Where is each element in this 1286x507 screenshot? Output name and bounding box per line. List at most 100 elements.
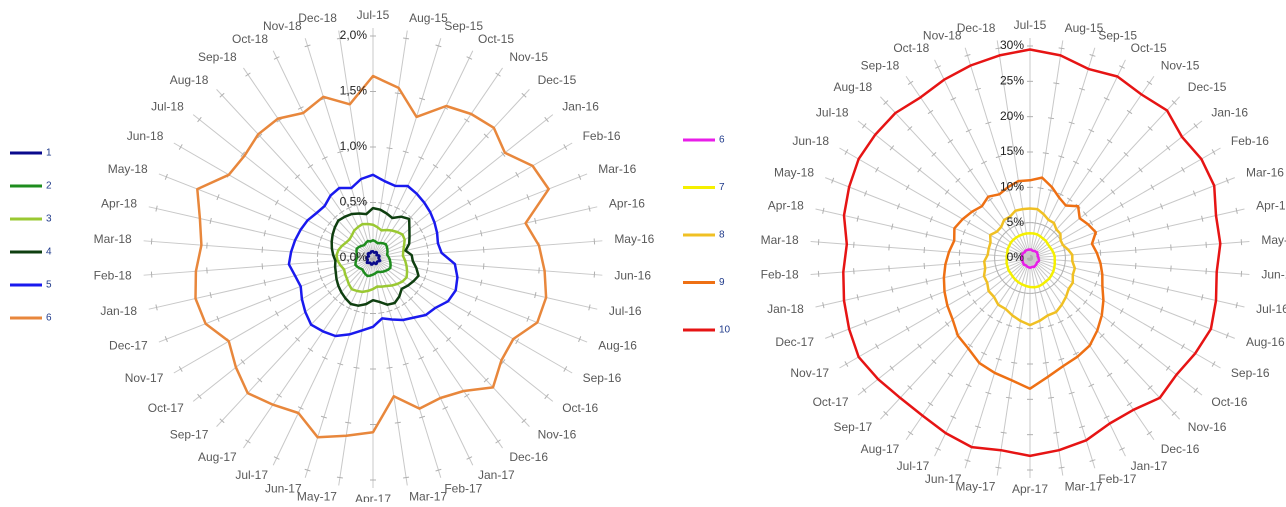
tick-mark <box>264 280 265 286</box>
tick-mark <box>433 165 438 168</box>
tick-mark <box>339 302 344 305</box>
y-tick-label: 25% <box>1000 74 1024 88</box>
tick-mark <box>1167 287 1168 293</box>
tick-mark <box>1043 362 1049 363</box>
tick-mark <box>1098 271 1099 277</box>
tick-mark <box>968 169 973 172</box>
tick-mark <box>1047 286 1052 289</box>
tick-mark <box>496 73 501 76</box>
category-label: Nov-15 <box>509 50 548 64</box>
tick-mark <box>988 315 993 318</box>
tick-mark <box>1017 327 1023 328</box>
tick-mark <box>1107 373 1112 376</box>
tick-mark <box>960 239 961 245</box>
tick-mark <box>823 302 824 308</box>
category-label: Aug-18 <box>833 80 872 94</box>
tick-mark <box>516 339 519 344</box>
tick-mark <box>1212 361 1215 366</box>
tick-mark <box>275 200 278 205</box>
tick-mark <box>857 216 858 222</box>
tick-mark <box>275 311 278 316</box>
tick-mark <box>378 203 384 204</box>
category-label: Mar-17 <box>409 489 447 502</box>
tick-mark <box>156 206 157 212</box>
tick-mark <box>516 172 519 177</box>
tick-mark <box>323 283 326 288</box>
category-label: Sep-15 <box>444 19 483 33</box>
tick-mark <box>589 304 590 310</box>
tick-mark <box>998 273 1001 278</box>
tick-mark <box>1038 188 1044 189</box>
tick-mark <box>403 38 409 39</box>
tick-mark <box>1053 83 1059 84</box>
tick-mark <box>387 148 393 149</box>
tick-mark <box>1236 208 1237 214</box>
category-label: Jun-16 <box>614 268 651 282</box>
category-label: Mar-16 <box>1246 165 1284 179</box>
tick-mark <box>395 93 401 94</box>
category-label: Aug-16 <box>1246 335 1285 349</box>
tick-mark <box>845 361 848 366</box>
category-label: Apr-17 <box>1012 482 1048 496</box>
spoke <box>880 258 1030 419</box>
tick-mark <box>481 280 482 286</box>
tick-mark <box>387 367 393 368</box>
category-label: Aug-15 <box>409 11 448 25</box>
tick-mark <box>1067 315 1072 318</box>
category-label: Feb-16 <box>583 129 621 143</box>
category-label: Jan-16 <box>1211 106 1248 120</box>
category-label: Jan-18 <box>100 304 137 318</box>
category-label: Mar-16 <box>598 162 636 176</box>
spoke <box>1030 40 1063 258</box>
tick-mark <box>968 344 973 347</box>
tick-mark <box>1127 402 1132 405</box>
tick-mark <box>1001 432 1007 433</box>
tick-mark <box>1212 149 1215 154</box>
category-label: Oct-15 <box>478 32 514 46</box>
category-label: Mar-18 <box>761 233 799 247</box>
spoke <box>1030 258 1063 476</box>
tick-mark <box>403 477 409 478</box>
category-label: Oct-17 <box>148 401 184 415</box>
category-label: Feb-17 <box>1098 472 1136 486</box>
tick-mark <box>468 311 471 316</box>
category-label: Sep-18 <box>198 50 237 64</box>
tick-mark <box>1022 292 1028 293</box>
y-tick-label: 1,5% <box>340 84 368 98</box>
tick-mark <box>378 312 384 313</box>
category-label: Dec-17 <box>775 335 814 349</box>
spoke <box>906 76 1030 258</box>
category-label: Jun-17 <box>265 481 302 495</box>
tick-mark <box>937 202 940 207</box>
tick-mark <box>948 140 953 143</box>
tick-mark <box>1064 263 1065 269</box>
tick-mark <box>892 287 893 293</box>
tick-mark <box>426 267 427 273</box>
category-label: Oct-18 <box>893 41 929 55</box>
category-label: Apr-18 <box>101 196 137 210</box>
legend-label: 1 <box>46 148 52 159</box>
category-label: Jun-18 <box>792 134 829 148</box>
y-tick-label: 2,0% <box>340 28 368 42</box>
category-label: Sep-17 <box>170 428 209 442</box>
tick-mark <box>210 292 211 298</box>
spoke <box>193 115 373 258</box>
category-label: May-18 <box>108 162 148 176</box>
tick-mark <box>876 167 879 172</box>
spoke <box>373 258 407 485</box>
tick-mark <box>318 267 319 273</box>
category-label: Jun-16 <box>1261 268 1286 282</box>
category-label: Aug-17 <box>861 442 900 456</box>
tick-mark <box>1006 397 1012 398</box>
tick-mark <box>1151 326 1154 331</box>
category-label: Jul-18 <box>816 106 849 120</box>
tick-mark <box>395 422 401 423</box>
tick-mark <box>245 73 250 76</box>
category-label: Jan-17 <box>478 468 515 482</box>
tick-mark <box>1147 81 1152 84</box>
tick-mark <box>1181 344 1184 349</box>
tick-mark <box>1133 231 1134 237</box>
legend-label: 6 <box>46 313 52 324</box>
category-label: Aug-17 <box>198 450 237 464</box>
spoke <box>997 258 1030 476</box>
